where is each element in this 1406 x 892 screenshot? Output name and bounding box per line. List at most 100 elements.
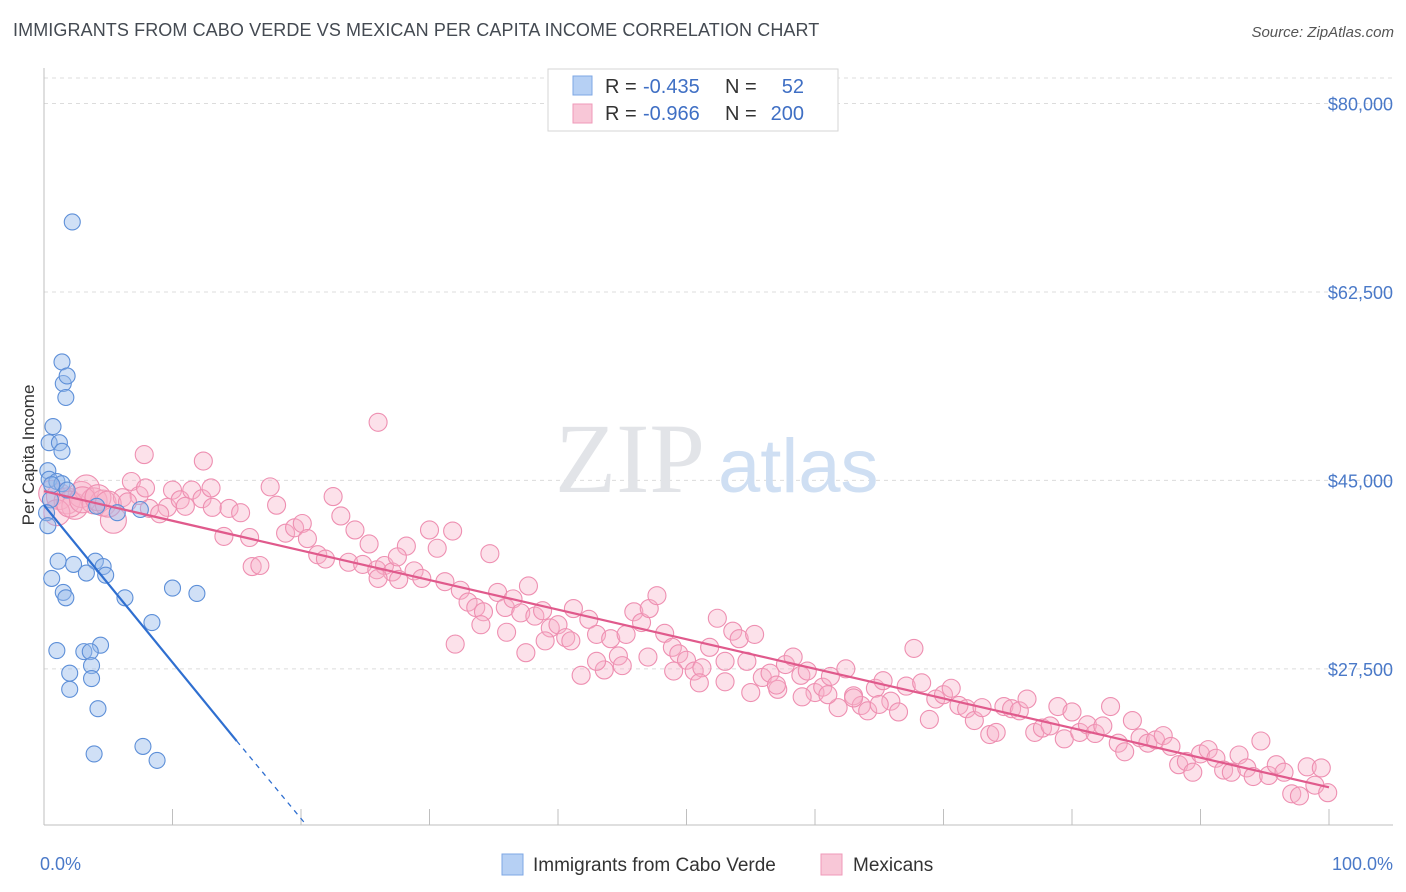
cabo-verde-point	[53, 442, 71, 460]
mexicans-point	[843, 688, 864, 708]
mexicans-point	[624, 602, 644, 622]
legend-swatch-cabo-verde	[501, 853, 524, 876]
legend-label-cabo-verde: Immigrants from Cabo Verde	[533, 855, 776, 876]
mexicans-point	[1297, 757, 1317, 777]
mexicans-point	[162, 480, 183, 500]
mexicans-point	[535, 631, 555, 651]
mexicans-point	[193, 451, 213, 471]
mexicans-point	[480, 544, 500, 564]
mexicans-point	[427, 538, 447, 558]
mexicans-point	[760, 663, 780, 683]
mexicans-point	[231, 503, 251, 523]
cabo-verde-point	[188, 584, 206, 603]
cabo-verde-point	[82, 657, 101, 675]
trend-lines	[43, 490, 1330, 826]
mexicans-point	[745, 624, 765, 644]
mexicans-point	[1101, 697, 1121, 717]
mexicans-point	[647, 586, 667, 606]
cabo-verde-point	[88, 497, 106, 515]
watermark: ZIP atlas	[555, 403, 879, 514]
mexicans-point	[818, 685, 838, 705]
mexicans-point	[359, 534, 379, 554]
mexicans-trend-line	[43, 490, 1330, 789]
y-tick-label: $62,500	[1328, 283, 1393, 303]
mexicans-point	[1311, 758, 1331, 778]
mexicans-point	[700, 637, 720, 657]
mexicans-point	[1093, 716, 1113, 736]
mexicans-point	[638, 647, 658, 667]
mexicans-point	[586, 651, 607, 671]
cabo-verde-point	[91, 636, 110, 654]
mexicans-point	[608, 646, 628, 666]
y-axis-label: Per Capita Income	[19, 385, 38, 526]
mexicans-point	[689, 673, 709, 693]
mexicans-point	[1282, 784, 1302, 804]
y-tick-label: $80,000	[1328, 95, 1393, 115]
cabo-verde-point	[77, 564, 95, 582]
mexicans-point	[135, 478, 156, 498]
mexicans-point	[219, 498, 239, 518]
mexicans-point	[941, 678, 961, 698]
mexicans-point	[443, 521, 463, 541]
mexicans-point	[540, 618, 560, 638]
mexicans-point	[561, 631, 581, 651]
cabo-verde-point	[75, 643, 93, 661]
cabo-verde-point	[39, 517, 57, 535]
mexicans-point	[684, 661, 704, 681]
mexicans-point	[1122, 710, 1142, 731]
mexicans-point	[1153, 726, 1173, 746]
mexicans-point	[783, 647, 803, 667]
cabo-verde-point	[81, 643, 99, 661]
cabo-verde-point	[163, 579, 182, 597]
y-tick-labels: $80,000 $62,500 $45,000 $27,500	[1328, 95, 1393, 680]
mexicans-point	[616, 624, 636, 644]
mexicans-point	[1032, 718, 1052, 738]
y-tick-label: $45,000	[1328, 471, 1393, 491]
mexicans-point	[556, 628, 576, 648]
cabo-verde-point	[57, 589, 75, 607]
cabo-verde-point	[43, 476, 61, 494]
mexicans-point	[1017, 689, 1037, 709]
mexicans-point	[723, 621, 743, 641]
x-tick-label: 100.0%	[1332, 854, 1393, 874]
cabo-verde-point	[134, 737, 152, 755]
cabo-verde-point	[44, 418, 62, 436]
cabo-verde-point	[43, 569, 61, 587]
mexicans-point	[387, 547, 407, 567]
mexicans-point	[331, 506, 351, 526]
mexicans-point	[368, 568, 388, 588]
mexicans-point	[250, 555, 270, 576]
mexicans-point	[315, 549, 335, 569]
mexicans-point	[1048, 697, 1068, 717]
mexicans-point	[869, 694, 889, 714]
stats-n-label: N =	[725, 103, 757, 125]
mexicans-point	[1318, 783, 1338, 803]
mexicans-point	[260, 477, 280, 497]
mexicans-point	[601, 629, 621, 649]
mexicans-point	[904, 638, 924, 658]
stats-swatch-cabo-verde	[572, 75, 593, 96]
cabo-verde-point	[61, 664, 79, 682]
mexicans-point	[267, 495, 287, 515]
cabo-verde-point	[40, 434, 58, 452]
stats-n-value: 52	[782, 76, 804, 98]
mexicans-point	[919, 709, 939, 730]
mexicans-point	[242, 557, 262, 577]
stats-legend: R = -0.435 N = 52 R = -0.966 N = 200	[547, 68, 839, 132]
mexicans-point	[276, 523, 296, 543]
mexicans-point	[858, 701, 878, 721]
mexicans-point	[692, 658, 712, 678]
mexicans-point	[766, 675, 787, 695]
mexicans-point	[516, 643, 536, 663]
cabo-verde-point	[65, 555, 83, 573]
mexicans-point	[571, 665, 591, 685]
cabo-verde-trend-extension	[236, 740, 307, 826]
legend-swatch-mexicans	[820, 853, 843, 876]
mexicans-point	[669, 644, 689, 664]
cabo-verde-point	[49, 552, 67, 570]
y-tick-label: $27,500	[1328, 660, 1393, 680]
x-tick-label: 0.0%	[40, 854, 81, 874]
mexicans-point	[202, 497, 222, 517]
mexicans-point	[729, 629, 749, 649]
cabo-verde-point	[148, 751, 166, 769]
